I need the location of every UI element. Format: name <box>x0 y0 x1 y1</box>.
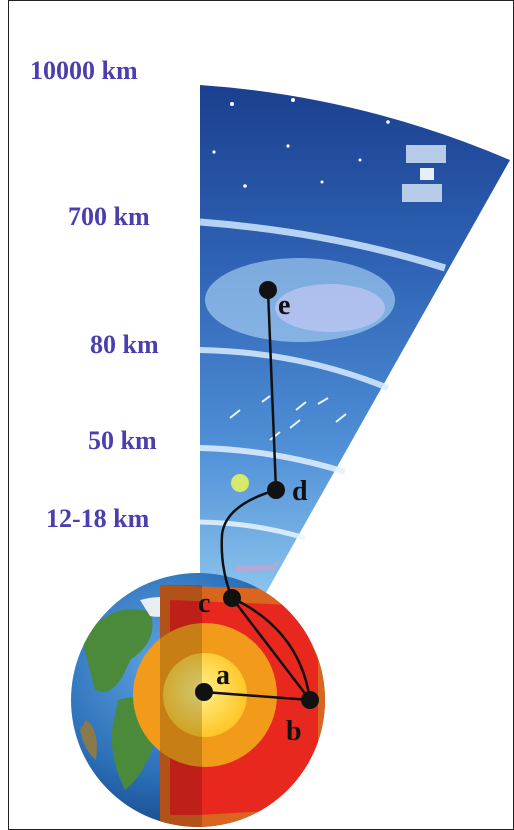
earth-cutaway <box>133 585 325 827</box>
altitude-label-10000km: 10000 km <box>30 56 138 85</box>
point-b <box>301 691 319 709</box>
point-label-a: a <box>216 660 230 691</box>
point-label-b: b <box>286 716 302 747</box>
altitude-label-700km: 700 km <box>68 202 150 231</box>
point-e <box>259 281 277 299</box>
aurora-cloud-core <box>275 284 385 332</box>
altitude-label-50km: 50 km <box>88 426 157 455</box>
point-markers <box>195 281 319 709</box>
layer-boundary-700km <box>199 218 447 272</box>
altitude-label-12-18km: 12-18 km <box>46 504 150 533</box>
meteor-streaks <box>229 395 347 441</box>
airplane-icon <box>236 560 280 572</box>
point-label-e: e <box>278 290 290 321</box>
point-label-c: c <box>198 588 210 619</box>
aurora-cloud <box>205 258 395 342</box>
continents <box>80 596 185 790</box>
point-c <box>223 589 241 607</box>
layer-boundary-80km <box>199 347 390 391</box>
stars <box>212 98 390 188</box>
point-a <box>195 683 213 701</box>
point-d <box>267 481 285 499</box>
altitude-label-80km: 80 km <box>90 330 159 359</box>
satellite-icon <box>402 145 446 202</box>
connector-path <box>203 289 312 702</box>
atmosphere-wedge <box>200 85 510 600</box>
cutaway-shadow <box>160 585 202 827</box>
weather-balloon-icon <box>231 474 249 492</box>
layer-boundary-12-18km <box>199 519 306 541</box>
point-label-d: d <box>292 476 308 507</box>
